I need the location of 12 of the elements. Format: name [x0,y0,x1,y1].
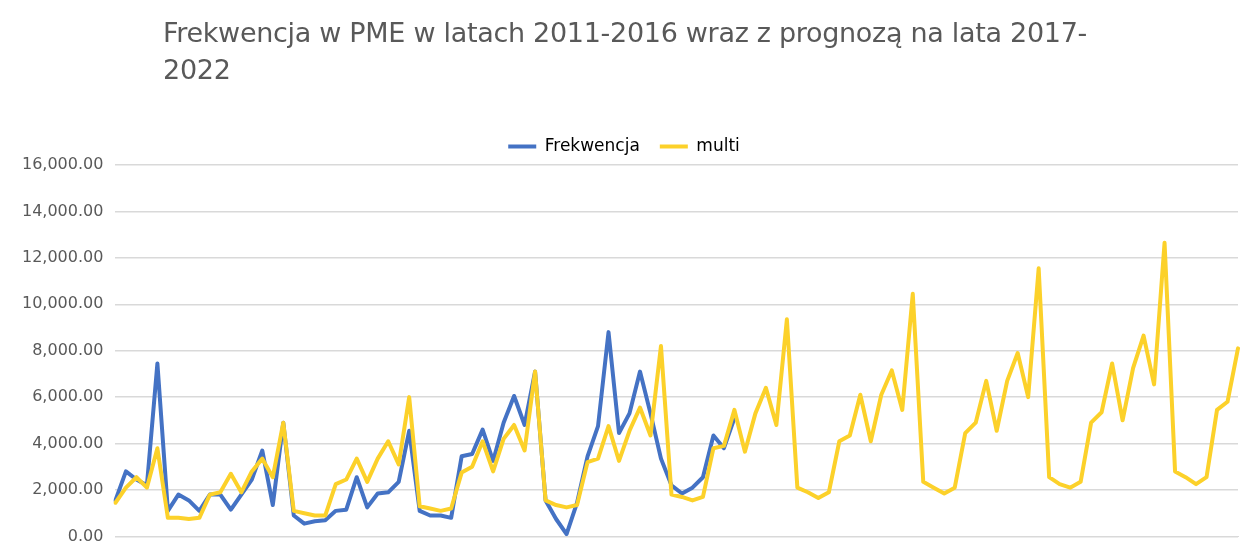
y-tick-label: 12,000.00 [21,247,104,267]
y-tick-label: 6,000.00 [32,386,104,406]
y-tick-label: 2,000.00 [32,479,104,499]
legend-label: multi [696,134,740,155]
y-tick-label: 16,000.00 [21,154,104,174]
y-tick-label: 4,000.00 [32,432,104,452]
y-tick-label: 14,000.00 [21,200,104,220]
y-tick-label: 10,000.00 [21,293,104,313]
chart-title: Frekwencja w PME w latach 2011-2016 wraz z prognozą na lata 2017-2022 [163,16,1089,87]
legend-label: Frekwencja [544,134,640,155]
y-tick-label: 8,000.00 [32,339,104,359]
y-tick-label: 0.00 [67,525,104,545]
